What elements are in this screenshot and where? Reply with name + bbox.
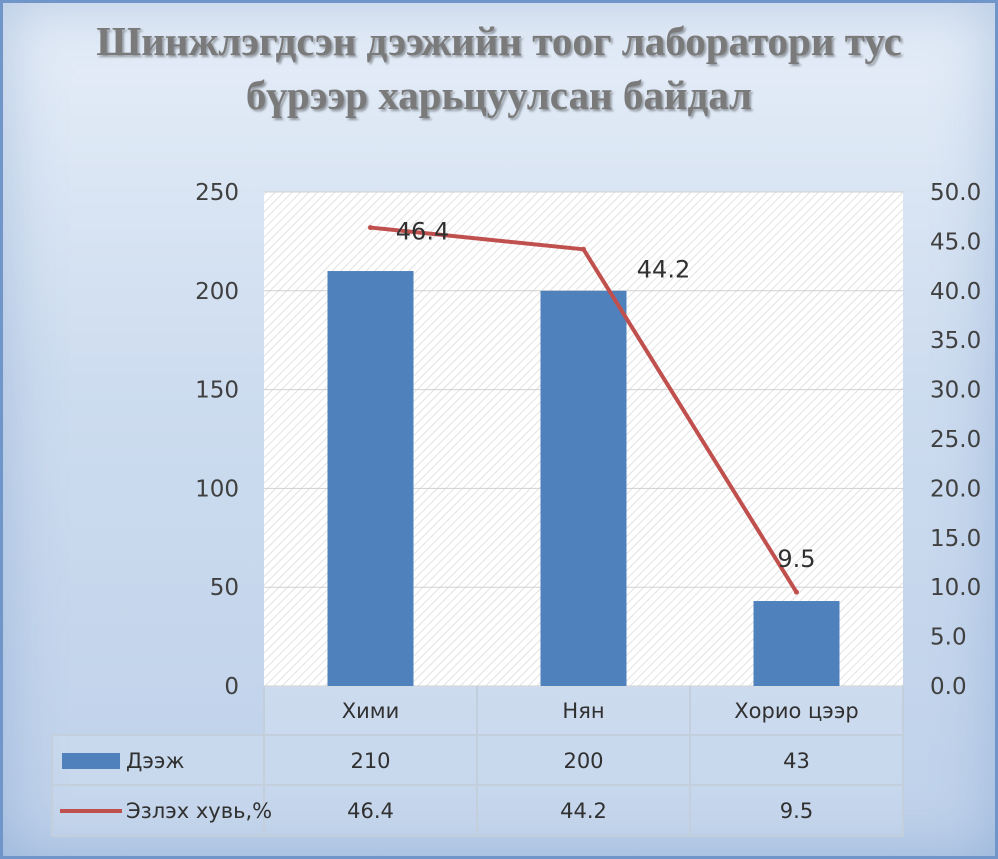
y-left-tick-label: 0: [224, 674, 239, 700]
y-right-tick-label: 40.0: [930, 279, 981, 305]
chart-title-line-2: бүрээр харьцуулсан байдал: [245, 72, 753, 118]
legend-key-bar: [62, 753, 120, 769]
table-cell-value: 44.2: [560, 799, 607, 823]
y-right-tick-label: 15.0: [930, 526, 981, 552]
data-label: 9.5: [777, 545, 815, 573]
y-right-tick-label: 25.0: [930, 427, 981, 453]
y-right-tick-label: 45.0: [930, 229, 981, 255]
table-cell-value: 200: [563, 749, 603, 773]
y-right-tick-label: 50.0: [930, 180, 981, 206]
y-right-tick-label: 0.0: [930, 674, 967, 700]
table-cell-value: 43: [783, 749, 810, 773]
category-label: Нян: [562, 699, 604, 723]
data-label: 44.2: [637, 255, 690, 283]
table-header-row: [264, 686, 903, 735]
table-cell-value: 210: [350, 749, 390, 773]
y-left-tick-label: 100: [195, 476, 239, 502]
category-label: Хорио цээр: [734, 699, 858, 723]
y-left-tick-label: 150: [195, 378, 239, 404]
table-cell-value: 9.5: [780, 799, 813, 823]
y-left-tick-label: 50: [210, 575, 239, 601]
bar-deej: [753, 601, 840, 686]
y-right-tick-label: 30.0: [930, 378, 981, 404]
series-name: Эзлэх хувь,%: [126, 799, 272, 823]
y-right-tick-label: 35.0: [930, 328, 981, 354]
y-right-tick-label: 20.0: [930, 476, 981, 502]
bar-deej: [327, 271, 414, 686]
chart-title: Шинжлэгдсэн дээжийн тоог лаборатори тус …: [0, 14, 998, 122]
y-right-tick-label: 10.0: [930, 575, 981, 601]
y-right-tick-label: 5.0: [930, 625, 967, 651]
line-point: [581, 246, 586, 252]
category-label: Хими: [342, 699, 400, 723]
table-cell-value: 46.4: [347, 799, 394, 823]
y-left-tick-label: 200: [195, 279, 239, 305]
line-point: [368, 225, 373, 231]
data-label: 46.4: [396, 218, 449, 246]
chart-title-line-1: Шинжлэгдсэн дээжийн тоог лаборатори тус: [96, 18, 902, 64]
series-name: Дээж: [126, 749, 184, 773]
y-left-tick-label: 250: [195, 180, 239, 206]
bar-deej: [540, 290, 627, 686]
line-point: [794, 589, 799, 595]
